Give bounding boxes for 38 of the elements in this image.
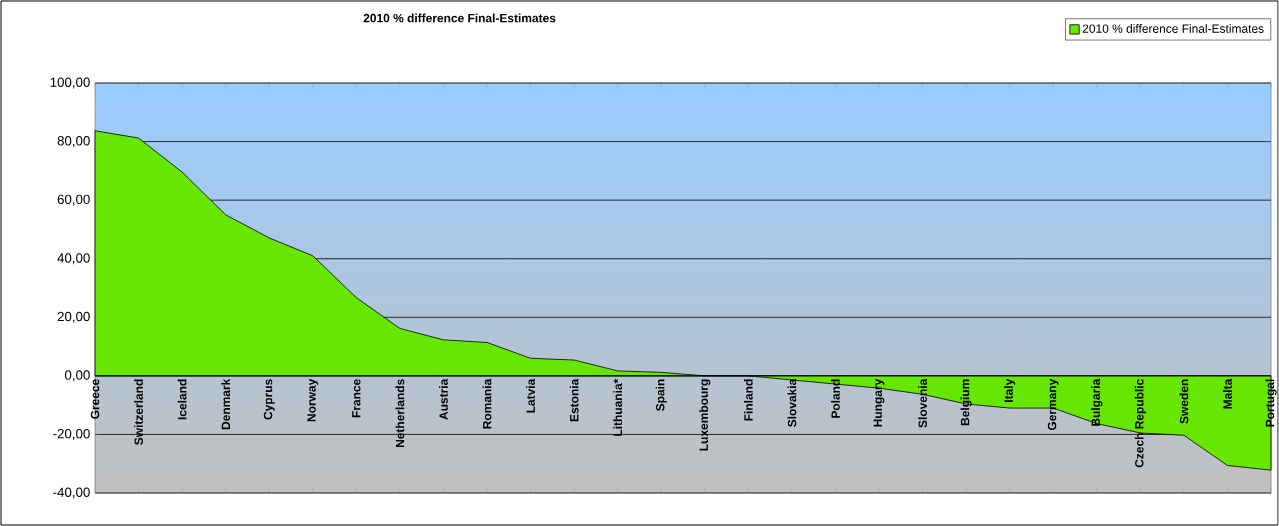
x-tick-label: Czech Republic [1134, 379, 1146, 468]
x-tick-label: Latvia [526, 378, 535, 413]
y-tick-label: 20,00 [57, 311, 90, 323]
x-tick-label: Netherlands [395, 379, 405, 448]
x-tick-label: Slovenia [918, 378, 927, 428]
x-tick-label: Bulgaria [1091, 378, 1103, 426]
x-tick-label: Estonia [569, 378, 579, 422]
y-tick-label: -20,00 [53, 428, 90, 440]
y-tick-label: 80,00 [57, 136, 90, 148]
y-tick-label: 60,00 [57, 194, 90, 206]
x-tick-label: Lithuania* [613, 378, 623, 436]
x-tick-label: Sweden [1179, 379, 1189, 424]
x-tick-label: France [352, 379, 361, 418]
x-tick-label: Hungary [873, 378, 885, 427]
text: 2010 % difference Final-Estimates [1082, 24, 1264, 33]
y-tick-label: 100,00 [50, 77, 90, 89]
x-tick-label: Iceland [177, 379, 187, 420]
x-tick-label: Denmark [221, 378, 231, 430]
x-tick-label: Cyprus [263, 379, 275, 420]
x-tick-label: Austria [439, 378, 448, 420]
x-tick-label: Norway [307, 378, 319, 422]
y-tick-label: 40,00 [57, 253, 90, 265]
x-tick-label: Switzerland [134, 379, 143, 445]
x-tick-label: Finland [743, 379, 753, 421]
x-tick-label: Malta [1223, 378, 1232, 409]
x-tick-label: Spain [655, 379, 667, 411]
x-tick-label: Luxembourg [699, 379, 711, 451]
y-tick-label: -40,00 [53, 487, 90, 499]
x-tick-label: Italy [1004, 378, 1016, 402]
chart-title: 2010 % difference Final-Estimates [363, 13, 556, 23]
y-tick-label: 0,00 [64, 370, 90, 382]
x-tick-label: Poland [831, 379, 840, 418]
x-tick-label: Slovakia [787, 378, 797, 427]
x-tick-label: Romania [482, 378, 492, 429]
x-tick-label: Greece [90, 379, 100, 419]
x-tick-label: Germany [1047, 378, 1059, 431]
x-tick-label: Portugal [1265, 379, 1277, 427]
x-tick-label: Belgium [960, 379, 972, 426]
